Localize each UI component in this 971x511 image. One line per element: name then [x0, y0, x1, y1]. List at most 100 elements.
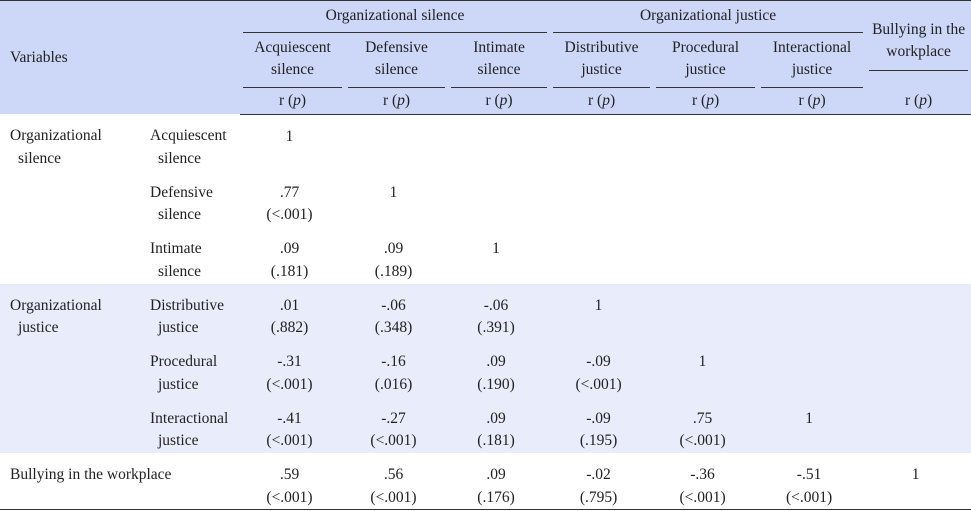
item-text: Acquiescent silence	[150, 127, 227, 167]
column-header: Intimate silence	[448, 33, 551, 88]
column-label: Defensive silence	[348, 33, 446, 88]
value-cell: 1	[345, 171, 448, 228]
value-cell: .77 (<.001)	[240, 171, 345, 228]
value-cell: -.16 (.016)	[345, 340, 449, 397]
value-cell	[345, 114, 448, 171]
header-row: Acquiescent silence Defensive silence Inti…	[0, 33, 971, 88]
value-cell: -.09 (.195)	[550, 396, 654, 453]
r-value: .09	[279, 240, 300, 257]
column-header: Distributive justice	[550, 33, 654, 88]
table-body: Organizational silence Acquiescent silenc…	[0, 114, 971, 510]
r-value: -.36	[690, 466, 715, 483]
item-text: Distributive justice	[150, 296, 225, 337]
value-cell	[653, 114, 758, 171]
body-row: Intimate silence .09 (.181) .09 (.189) 1	[0, 227, 971, 284]
r-value: -.27	[381, 409, 406, 427]
value-cell	[550, 171, 653, 228]
stat-label: p	[499, 91, 508, 109]
stat-label: r (	[587, 91, 603, 109]
p-value: (.190)	[477, 375, 515, 393]
value-cell	[448, 171, 550, 228]
body-row: Procedural justice -.31 (<.001) -.16 (.016).…	[0, 340, 971, 397]
r-value: .09	[486, 466, 506, 483]
group-label: Organizational justice	[0, 283, 140, 453]
value-cell: .09 (.176)	[448, 453, 550, 510]
stat-label: r (	[691, 91, 707, 109]
p-value: (.391)	[477, 319, 515, 336]
stat-label: )	[926, 91, 933, 109]
body-row: Defensive silence .77 (<.001) 1	[0, 171, 971, 228]
r-value: 1	[492, 240, 500, 257]
p-value: (.189)	[374, 262, 413, 280]
p-value: (<.001)	[370, 488, 417, 506]
r-value: -.41	[277, 409, 302, 427]
stat-label: p	[919, 91, 927, 109]
value-cell: .01 (.882)	[240, 283, 346, 340]
value-cell: 1	[550, 283, 654, 340]
value-cell: 1	[653, 340, 759, 397]
group-label: Organizational silence	[0, 114, 140, 284]
p-value: (.882)	[270, 319, 309, 336]
stat-label: r (	[278, 91, 294, 109]
value-cell	[866, 227, 971, 284]
value-cell: .09 (.181)	[448, 396, 551, 453]
value-cell	[758, 114, 866, 171]
variables-header: Variables	[0, 0, 241, 114]
stat-label: p	[812, 91, 821, 109]
p-value: (.795)	[579, 488, 618, 506]
table-header: Variables Organizational silence Organizat…	[0, 0, 971, 115]
p-value: (.348)	[374, 319, 413, 336]
group-label: Organizational justice	[553, 1, 864, 33]
p-value: (.016)	[374, 375, 413, 393]
value-cell: -.31 (<.001)	[240, 340, 346, 397]
p-value: (<.001)	[266, 375, 313, 393]
stat-label: )	[300, 91, 307, 109]
body-row: Organizational silence Acquiescent silenc…	[0, 114, 971, 171]
stat-label: p	[397, 91, 405, 109]
column-header: Acquiescent silence	[240, 33, 346, 88]
value-cell	[653, 227, 758, 284]
item-label: Intimate silence	[140, 227, 240, 284]
r-value: 1	[698, 353, 707, 370]
stat-label: )	[404, 91, 411, 109]
r-value: .59	[279, 466, 300, 483]
value-cell: 1	[240, 114, 345, 171]
body-row: Organizational justice Distributive justi…	[0, 283, 971, 453]
stat-label: )	[713, 91, 720, 109]
value-cell	[866, 283, 971, 340]
item-text: Interactional justice	[150, 409, 229, 450]
r-value: 1	[285, 127, 294, 145]
value-cell: -.06 (.391)	[448, 283, 551, 340]
stat-label: r (	[798, 91, 813, 109]
group-header: Organizational justice	[550, 0, 867, 33]
column-label: Interactional justice	[761, 33, 864, 88]
value-cell: .09 (.189)	[345, 227, 448, 284]
body-row: Interactional justice -.41 (<.001) -.27 (<.0…	[0, 396, 971, 453]
stat-header: r (p)	[448, 88, 551, 115]
r-value: -.31	[277, 353, 302, 370]
r-value: .09	[486, 409, 506, 427]
item-label: Distributive justice	[140, 283, 241, 340]
column-label: Acquiescent silence	[243, 33, 343, 88]
value-cell: -.51 (<.001)	[758, 453, 866, 510]
r-value: -.06	[483, 296, 509, 314]
r-value: -.51	[796, 466, 822, 483]
r-value: -.09	[586, 353, 611, 370]
value-cell: .09 (.181)	[240, 227, 345, 284]
value-cell: .56 (<.001)	[345, 453, 448, 510]
stat-label: r (	[485, 91, 500, 109]
stat-header: r (p)	[550, 88, 654, 115]
item-text: Intimate silence	[150, 240, 202, 280]
r-value: 1	[594, 296, 603, 314]
item-label: Interactional justice	[140, 396, 241, 453]
value-cell	[866, 114, 971, 171]
column-header: Interactional justice	[758, 33, 867, 88]
value-cell: 1	[448, 227, 550, 284]
p-value: (<.001)	[266, 488, 313, 506]
group-label: Bullying in the workplace	[0, 453, 240, 510]
column-label: Procedural justice	[656, 33, 756, 88]
value-cell: -.06 (.348)	[345, 283, 449, 340]
value-cell	[758, 227, 866, 284]
stat-label: )	[609, 91, 616, 109]
